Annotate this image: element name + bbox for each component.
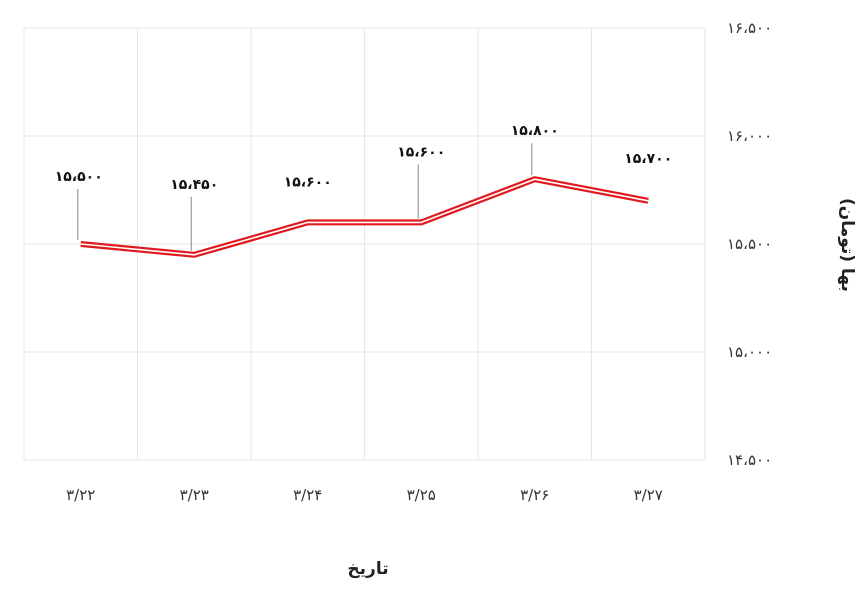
x-axis-ticks: ۳/۲۲ ۳/۲۳ ۳/۲۴ ۳/۲۵ ۳/۲۶ ۳/۲۷ [66,486,663,504]
data-label: ۱۵،۵۰۰ [55,169,103,185]
y-tick-label: ۱۴،۵۰۰ [727,451,772,469]
y-tick-label: ۱۵،۵۰۰ [727,235,772,253]
y-axis-title: بها (تومان) [837,198,857,292]
data-label: ۱۵،۷۰۰ [624,151,672,167]
data-labels: ۱۵،۵۰۰ ۱۵،۴۵۰ ۱۵،۶۰۰ ۱۵،۶۰۰ ۱۵،۸۰۰ ۱۵،۷۰۰ [55,123,673,193]
x-tick-label: ۳/۲۴ [293,486,322,504]
x-tick-label: ۳/۲۷ [634,486,663,504]
data-label: ۱۵،۶۰۰ [397,144,445,160]
y-tick-label: ۱۶،۰۰۰ [727,127,772,145]
x-tick-label: ۳/۲۵ [407,486,436,504]
data-label: ۱۵،۸۰۰ [511,123,559,139]
series-line-core [80,178,649,256]
data-label: ۱۵،۶۰۰ [284,174,332,190]
label-leaders [77,143,533,251]
x-tick-label: ۳/۲۳ [180,486,209,504]
x-tick-label: ۳/۲۶ [520,486,549,504]
y-axis-ticks: ۱۴،۵۰۰ ۱۵،۰۰۰ ۱۵،۵۰۰ ۱۶،۰۰۰ ۱۶،۵۰۰ [727,19,772,469]
data-label: ۱۵،۴۵۰ [170,177,218,193]
grid [23,27,706,461]
y-tick-label: ۱۶،۵۰۰ [727,19,772,37]
x-axis-title: تاریخ [347,559,388,579]
series-lines [80,176,649,258]
y-tick-label: ۱۵،۰۰۰ [727,343,772,361]
x-tick-label: ۳/۲۲ [66,486,95,504]
